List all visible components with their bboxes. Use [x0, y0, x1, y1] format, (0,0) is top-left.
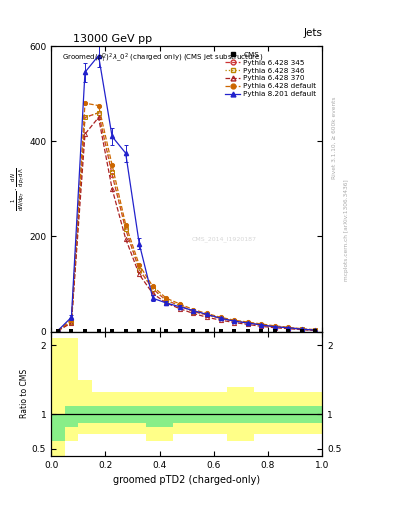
Point — [299, 327, 305, 335]
Point — [190, 327, 196, 335]
Point — [136, 327, 142, 335]
Point — [217, 327, 224, 335]
Point — [272, 327, 278, 335]
Text: 13000 GeV pp: 13000 GeV pp — [73, 34, 152, 44]
Point — [163, 327, 169, 335]
Point — [150, 327, 156, 335]
Point — [55, 327, 61, 335]
Text: Jets: Jets — [303, 28, 322, 38]
X-axis label: groomed pTD2 (charged-only): groomed pTD2 (charged-only) — [113, 475, 260, 485]
Point — [244, 327, 251, 335]
Point — [177, 327, 183, 335]
Text: mcplots.cern.ch [arXiv:1306.3436]: mcplots.cern.ch [arXiv:1306.3436] — [344, 180, 349, 281]
Legend: CMS, Pythia 6.428 345, Pythia 6.428 346, Pythia 6.428 370, Pythia 6.428 default,: CMS, Pythia 6.428 345, Pythia 6.428 346,… — [222, 50, 319, 99]
Y-axis label: Ratio to CMS: Ratio to CMS — [20, 369, 29, 418]
Point — [204, 327, 210, 335]
Point — [123, 327, 129, 335]
Text: Groomed$(p_T^D)^2\lambda\_0^2$ (charged only) (CMS jet substructure): Groomed$(p_T^D)^2\lambda\_0^2$ (charged … — [62, 52, 263, 65]
Text: CMS_2014_I1920187: CMS_2014_I1920187 — [192, 236, 257, 242]
Text: Rivet 3.1.10, ≥ 600k events: Rivet 3.1.10, ≥ 600k events — [332, 97, 337, 180]
Point — [68, 327, 75, 335]
Y-axis label: $\frac{1}{\mathrm{d}N/\mathrm{d}p_T} \cdot \frac{\mathrm{d}N}{\mathrm{d}p_T\,\ma: $\frac{1}{\mathrm{d}N/\mathrm{d}p_T} \cd… — [9, 167, 26, 211]
Point — [82, 327, 88, 335]
Point — [312, 327, 319, 335]
Point — [95, 327, 102, 335]
Point — [109, 327, 115, 335]
Point — [258, 327, 264, 335]
Point — [231, 327, 237, 335]
Point — [285, 327, 292, 335]
